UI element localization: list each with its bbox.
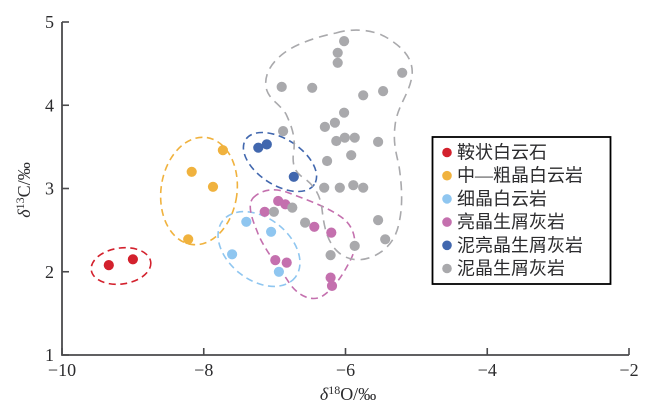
data-point	[397, 67, 408, 78]
data-point	[373, 136, 384, 147]
data-point	[183, 234, 194, 245]
data-point	[287, 202, 298, 213]
cluster-outline	[217, 210, 301, 288]
x-tick-label: −8	[194, 360, 213, 380]
data-point	[186, 166, 197, 177]
data-point	[373, 215, 384, 226]
data-point	[319, 182, 330, 193]
legend-label: 细晶白云岩	[457, 189, 547, 209]
x-tick-label: −2	[619, 360, 638, 380]
data-point	[378, 86, 389, 97]
data-point	[307, 82, 318, 93]
x-axis-title: δ18O/‰	[320, 383, 376, 404]
data-point	[326, 280, 338, 291]
cluster-outline	[90, 246, 152, 286]
y-tick-label: 4	[45, 95, 54, 115]
data-point	[300, 217, 311, 228]
x-tick-label: −4	[478, 360, 497, 380]
data-point	[339, 36, 350, 47]
legend-label: 中—粗晶白云岩	[457, 166, 583, 186]
data-point	[309, 221, 320, 232]
cluster-outline	[159, 136, 239, 246]
data-point	[358, 90, 369, 101]
data-point	[270, 255, 281, 266]
legend-label: 亮晶生屑灰岩	[457, 212, 565, 232]
data-point	[331, 135, 342, 147]
legend-label: 泥晶生屑灰岩	[457, 259, 565, 279]
data-point	[349, 132, 360, 143]
data-point	[276, 81, 287, 92]
legend-label: 鞍状白云石	[457, 143, 547, 163]
data-point	[261, 139, 272, 150]
data-point	[241, 216, 252, 227]
data-point	[127, 254, 138, 265]
legend-box	[431, 136, 612, 285]
legend-swatch	[442, 194, 452, 204]
legend-label: 泥亮晶生屑灰岩	[457, 235, 583, 255]
legend-swatch	[442, 263, 452, 274]
legend-swatch	[442, 217, 452, 227]
data-point	[339, 132, 350, 143]
data-point	[380, 234, 391, 245]
legend-swatch	[442, 170, 452, 181]
data-point	[325, 250, 336, 261]
cluster-outline	[264, 29, 413, 261]
data-point	[217, 145, 228, 156]
data-point	[278, 126, 289, 137]
data-point	[326, 227, 337, 238]
data-point	[322, 155, 333, 167]
x-tick-label: −10	[48, 360, 76, 380]
data-point	[334, 182, 345, 193]
data-point	[332, 57, 343, 68]
data-point	[358, 182, 369, 193]
data-point	[288, 171, 299, 182]
data-point	[348, 180, 359, 191]
data-point	[349, 240, 360, 251]
data-point	[253, 142, 264, 153]
x-tick-label: −6	[336, 360, 355, 380]
data-point	[266, 226, 277, 237]
y-tick-label: 1	[45, 345, 54, 365]
cluster-outline	[249, 189, 356, 300]
data-point	[259, 206, 270, 217]
data-point	[325, 272, 336, 283]
data-point	[319, 121, 330, 132]
data-point	[207, 181, 219, 192]
legend-swatch	[442, 147, 452, 158]
data-point	[332, 47, 343, 58]
y-tick-label: 5	[45, 12, 54, 32]
data-point	[273, 266, 284, 277]
data-point	[346, 150, 357, 161]
y-tick-label: 2	[45, 262, 54, 282]
data-point	[329, 117, 340, 128]
legend-swatch	[442, 240, 452, 251]
data-point	[339, 107, 350, 118]
data-point	[268, 206, 279, 217]
data-point	[227, 249, 238, 260]
y-axis-title: δ13C/‰	[13, 162, 34, 217]
data-point	[281, 257, 292, 268]
y-tick-label: 3	[45, 179, 54, 199]
data-point	[103, 260, 114, 271]
